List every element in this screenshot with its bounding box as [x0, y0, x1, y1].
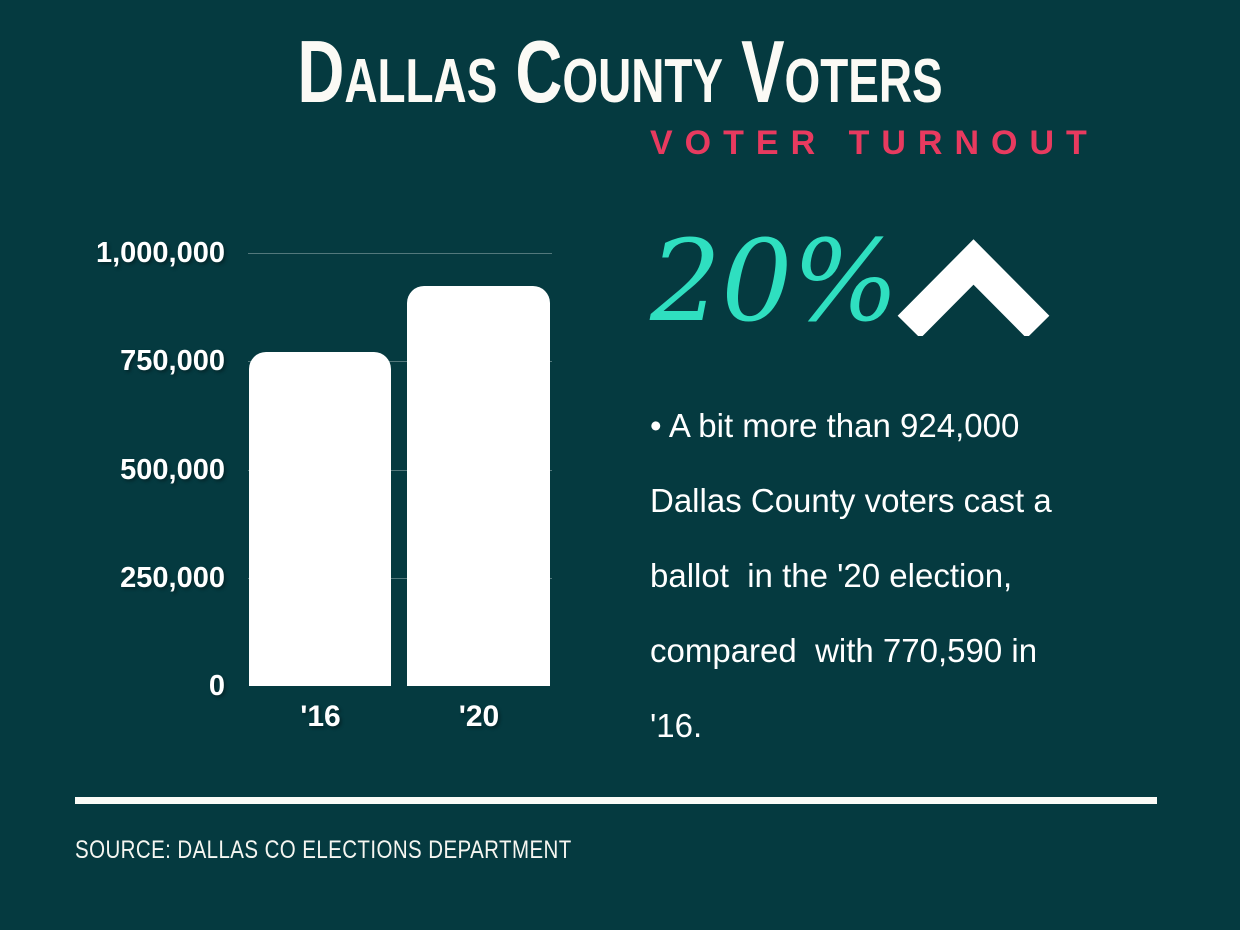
y-axis-tick-label: 500,000: [120, 453, 225, 486]
bar-chart: 0 250,000 500,000 750,000 1,000,000 '16 '20: [60, 235, 572, 747]
bar-chart-plot: [248, 253, 552, 686]
bar-16: [249, 352, 391, 686]
gridline: [248, 469, 552, 471]
y-axis-tick-label: 1,000,000: [95, 237, 225, 269]
source-text: SOURCE: DALLAS CO ELECTIONS DEPARTMENT: [75, 836, 572, 864]
y-axis-tick-label: 0: [208, 670, 225, 702]
y-axis-tick-label: 250,000: [120, 561, 225, 594]
subtitle: VOTER TURNOUT: [650, 124, 1099, 162]
y-axis-tick-label: 750,000: [120, 345, 225, 378]
gridline: [248, 361, 552, 363]
gridline: [248, 253, 552, 254]
x-axis-tick-label: '20: [458, 700, 500, 733]
bar-20: [407, 285, 550, 686]
page-title: Dallas County Voters: [297, 22, 943, 121]
page-title-wrap: Dallas County Voters: [0, 28, 1240, 116]
stat-value: 20%: [650, 217, 899, 347]
x-axis-tick-label: '16: [300, 700, 341, 733]
gridline: [248, 577, 552, 579]
footer-divider: [75, 797, 1157, 804]
chevron-up-icon: [897, 239, 1050, 336]
note-text: • A bit more than 924,000 Dallas County …: [650, 407, 1052, 744]
